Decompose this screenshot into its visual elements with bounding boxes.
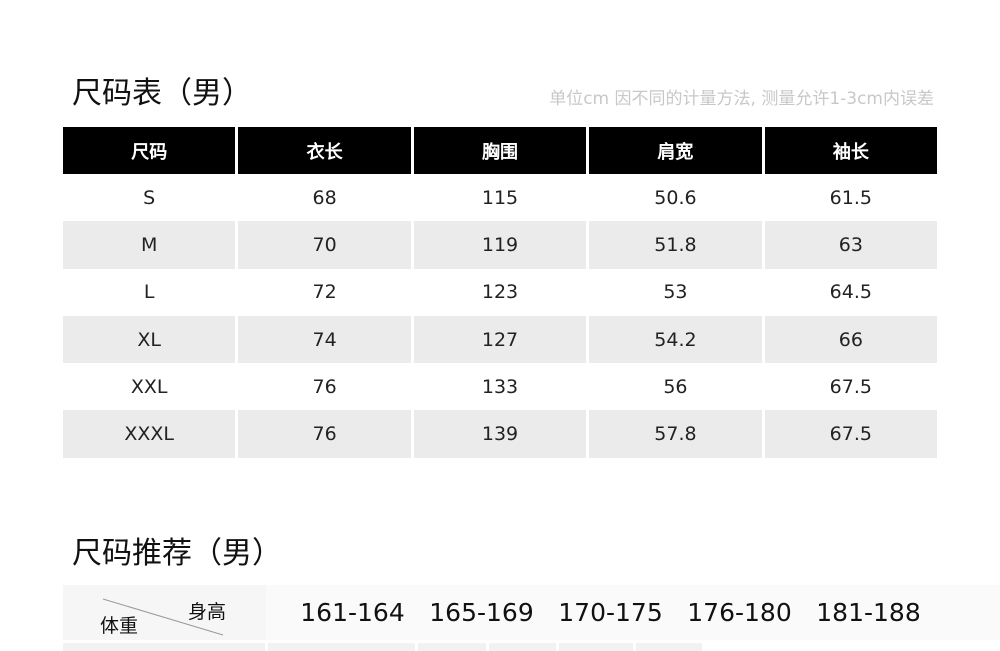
table-row: L 72 123 53 64.5 bbox=[63, 269, 937, 316]
table-cell: L bbox=[143, 281, 155, 304]
header-cell: 尺码 bbox=[63, 127, 236, 174]
table-cell: 51.8 bbox=[589, 221, 762, 269]
table-cell: 50.6 bbox=[654, 186, 697, 209]
table-cell: 63 bbox=[764, 221, 938, 269]
table-cell: 139 bbox=[413, 410, 587, 458]
table-row: XL 74 127 54.2 66 bbox=[63, 315, 938, 364]
height-label: 身高 bbox=[188, 601, 227, 623]
table-cell: 56 bbox=[663, 375, 688, 398]
table-cell: 67.5 bbox=[829, 375, 872, 398]
table-row: M 70 119 51.8 63 bbox=[63, 221, 938, 269]
table-cell: 68 bbox=[312, 186, 337, 209]
table-cell: 67.5 bbox=[764, 410, 938, 458]
table-cell: XXXL bbox=[63, 410, 236, 458]
table-cell: 115 bbox=[481, 186, 519, 209]
height-range: 176-180 bbox=[687, 598, 792, 627]
table-row: XXL 76 133 56 67.5 bbox=[63, 363, 937, 410]
header-cell: 胸围 bbox=[413, 127, 587, 174]
table-cell: 57.8 bbox=[589, 410, 762, 458]
height-range: 181-188 bbox=[816, 598, 921, 627]
recommend-title: 尺码推荐（男） bbox=[72, 536, 282, 571]
table-cell: 70 bbox=[238, 221, 411, 269]
next-row bbox=[63, 643, 702, 651]
table-cell: 76 bbox=[238, 410, 411, 458]
size-table: 尺码 衣长 胸围 肩宽 袖长 S 68 115 50.6 61.5 M 70 119 51.8 6… bbox=[63, 127, 938, 458]
weight-label: 体重 bbox=[100, 615, 139, 637]
header-cell: 袖长 bbox=[764, 127, 938, 174]
table-cell: M bbox=[63, 221, 236, 269]
table-cell: 74 bbox=[238, 315, 411, 364]
table-cell: XL bbox=[63, 315, 236, 364]
table-cell: S bbox=[143, 186, 156, 209]
size-table-title: 尺码表（男） bbox=[72, 76, 252, 111]
table-cell: 61.5 bbox=[829, 186, 872, 209]
header-cell: 肩宽 bbox=[589, 127, 762, 174]
table-cell: 54.2 bbox=[589, 315, 762, 364]
height-range: 161-164 bbox=[300, 598, 405, 627]
recommend-table: 体重 身高 161-164 165-169 170-175 176-180 18… bbox=[63, 585, 1000, 640]
table-cell: 66 bbox=[764, 315, 938, 364]
table-cell: 53 bbox=[663, 281, 688, 304]
header-cell: 衣长 bbox=[238, 127, 411, 174]
corner-cell: 体重 身高 bbox=[63, 585, 266, 640]
table-header: 尺码 衣长 胸围 肩宽 袖长 bbox=[63, 127, 938, 174]
table-cell: 119 bbox=[413, 221, 587, 269]
diagonal-divider bbox=[102, 598, 224, 636]
table-row: S 68 115 50.6 61.5 bbox=[63, 174, 937, 221]
table-cell: 133 bbox=[481, 375, 519, 398]
height-range: 170-175 bbox=[558, 598, 663, 627]
table-cell: 76 bbox=[312, 375, 337, 398]
table-cell: 127 bbox=[413, 315, 587, 364]
table-cell: 123 bbox=[481, 281, 519, 304]
table-row: XXXL 76 139 57.8 67.5 bbox=[63, 410, 938, 458]
table-cell: XXL bbox=[130, 375, 168, 398]
table-cell: 72 bbox=[312, 281, 337, 304]
measurement-note: 单位cm 因不同的计量方法, 测量允许1-3cm内误差 bbox=[549, 89, 934, 109]
height-range: 165-169 bbox=[429, 598, 534, 627]
table-cell: 64.5 bbox=[829, 281, 872, 304]
